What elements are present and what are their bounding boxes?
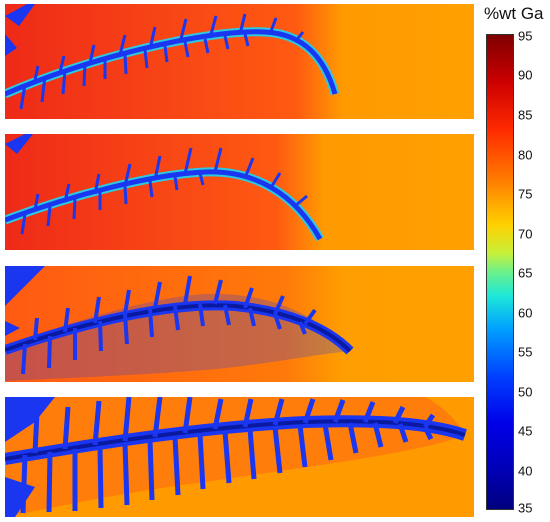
colorbar-tick: 80 <box>518 147 533 163</box>
simulation-panel-3 <box>5 266 474 382</box>
colorbar-title: %wt Ga <box>484 4 544 23</box>
simulation-panel-2 <box>5 134 474 250</box>
colorbar-tick: 55 <box>518 344 533 360</box>
colorbar <box>486 34 514 510</box>
colorbar-tick: 70 <box>518 226 533 242</box>
colorbar-tick: 90 <box>518 67 533 83</box>
dendrite-image-2 <box>5 134 474 250</box>
colorbar-tick: 95 <box>518 28 533 44</box>
simulation-panel-4 <box>5 397 474 517</box>
colorbar-tick: 65 <box>518 265 533 281</box>
colorbar-tick: 75 <box>518 186 533 202</box>
dendrite-image-4 <box>5 397 474 517</box>
colorbar-tick: 60 <box>518 305 533 321</box>
colorbar-tick: 85 <box>518 107 533 123</box>
simulation-panel-1 <box>5 4 474 119</box>
dendrite-image-1 <box>5 4 474 119</box>
colorbar-tick: 35 <box>518 500 533 516</box>
colorbar-tick: 45 <box>518 423 533 439</box>
dendrite-image-3 <box>5 266 474 382</box>
colorbar-tick: 40 <box>518 463 533 479</box>
colorbar-tick: 50 <box>518 384 533 400</box>
